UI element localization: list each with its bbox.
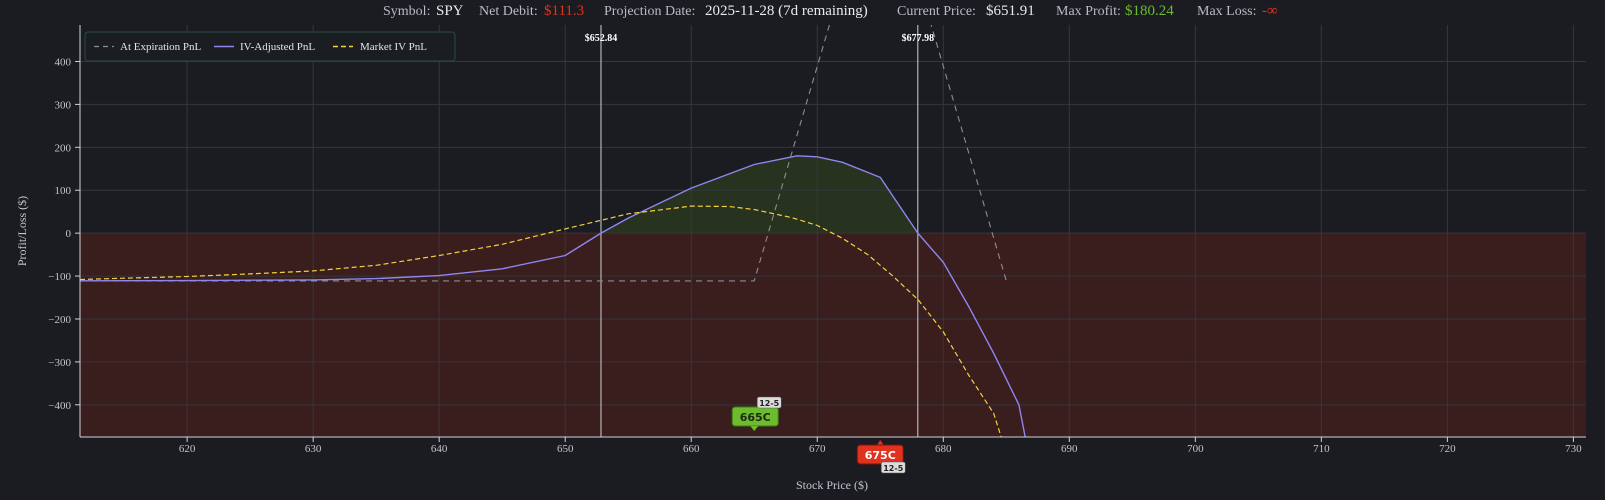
breakeven-lines: $652.84 $677.98 xyxy=(585,25,934,437)
legend: At Expiration PnL IV-Adjusted PnL Market… xyxy=(84,31,456,62)
breakeven-label: $677.98 xyxy=(902,33,935,44)
y-tick-label: 0 xyxy=(66,228,72,240)
chart-header: Symbol: SPY Net Debit: $111.3 Projection… xyxy=(383,3,1278,19)
pnl-zones xyxy=(80,155,1586,437)
current-price-value: $651.91 xyxy=(986,3,1035,19)
x-tick-label: 730 xyxy=(1565,443,1582,455)
y-tick-label: 200 xyxy=(55,142,72,154)
y-tick-label: −300 xyxy=(48,357,71,369)
y-tick-label: 100 xyxy=(55,185,72,197)
y-tick-label: −400 xyxy=(48,400,71,412)
short-call-badge-label: 675C xyxy=(865,449,896,462)
projection-date-value: 2025-11-28 (7d remaining) xyxy=(705,3,868,19)
long-call-badge-label: 665C xyxy=(740,411,771,424)
profit-zone xyxy=(600,155,918,234)
short-call-badge xyxy=(856,444,904,465)
y-tick-label: 400 xyxy=(55,56,72,68)
tick-labels: 620 630 640 650 660 670 680 690 700 710 720 730 400 3… xyxy=(48,56,1582,455)
y-tick-label: −200 xyxy=(48,314,71,326)
y-tick-label: −100 xyxy=(48,271,71,283)
x-tick-label: 680 xyxy=(935,443,952,455)
max-profit-label: Max Profit: xyxy=(1056,4,1121,19)
legend-label-expiration: At Expiration PnL xyxy=(120,41,202,53)
y-axis-title: Profit/Loss ($) xyxy=(15,196,29,266)
max-loss-label: Max Loss: xyxy=(1197,4,1257,19)
loss-zone xyxy=(80,233,1586,437)
symbol-label: Symbol: xyxy=(383,4,430,19)
x-tick-label: 710 xyxy=(1313,443,1330,455)
legend-label-iv-adjusted: IV-Adjusted PnL xyxy=(240,41,315,53)
strike-badges: 665C 12-5 675C 12-5 xyxy=(731,396,906,474)
series-line-expiration xyxy=(80,25,1007,282)
long-call-badge-pointer xyxy=(750,426,759,431)
x-tick-label: 670 xyxy=(809,443,826,455)
net-debit-label: Net Debit: xyxy=(479,4,538,19)
symbol-value: SPY xyxy=(436,3,464,19)
short-call-expiry-tag xyxy=(880,461,906,474)
x-tick-label: 630 xyxy=(305,443,322,455)
max-profit-value: $180.24 xyxy=(1125,3,1174,19)
net-debit-value: $111.3 xyxy=(544,3,584,19)
projection-date-label: Projection Date: xyxy=(604,4,695,19)
series-lines xyxy=(80,25,1026,437)
x-tick-label: 640 xyxy=(431,443,448,455)
x-tick-label: 690 xyxy=(1061,443,1078,455)
legend-label-market-iv: Market IV PnL xyxy=(360,41,427,53)
x-tick-label: 620 xyxy=(179,443,196,455)
series-line-market-iv xyxy=(80,205,1002,437)
x-tick-label: 700 xyxy=(1187,443,1204,455)
x-axis-title: Stock Price ($) xyxy=(796,478,868,492)
axes xyxy=(79,25,1586,438)
long-call-expiry-label: 12-5 xyxy=(759,399,779,408)
breakeven-label: $652.84 xyxy=(585,33,618,44)
short-call-expiry-label: 12-5 xyxy=(883,464,903,473)
x-tick-label: 650 xyxy=(557,443,574,455)
max-loss-value: -∞ xyxy=(1262,3,1278,19)
x-tick-label: 720 xyxy=(1439,443,1456,455)
x-tick-label: 660 xyxy=(683,443,700,455)
legend-box xyxy=(84,31,456,62)
long-call-expiry-tag xyxy=(756,396,782,409)
current-price-label: Current Price: xyxy=(897,4,976,19)
y-tick-label: 300 xyxy=(55,99,72,111)
series-line-iv-adjusted xyxy=(80,155,1026,437)
